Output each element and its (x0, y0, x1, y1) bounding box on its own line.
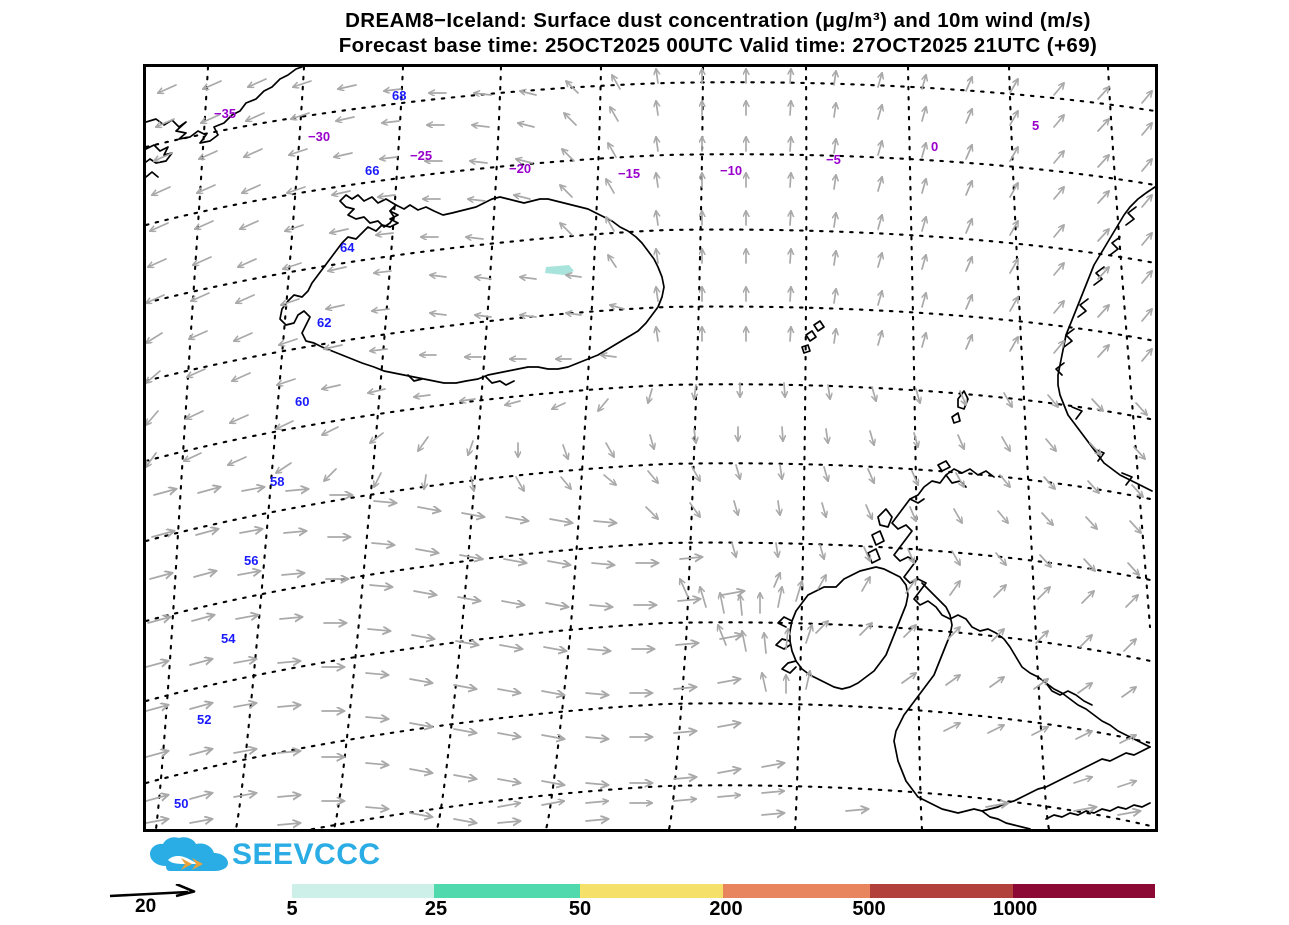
lon-label-minus35: −35 (214, 106, 237, 121)
lat-label-64: 64 (340, 240, 355, 255)
colorbar-tick-500: 500 (852, 898, 886, 920)
chart-title-block: DREAM8−Iceland: Surface dust concentrati… (143, 8, 1289, 58)
colorbar-tick-5: 5 (286, 898, 298, 920)
dust-plume-south-iceland (545, 265, 574, 275)
wind-reference-arrow (109, 884, 196, 898)
lat-label-52: 52 (197, 712, 212, 727)
lat-label-68: 68 (392, 88, 407, 103)
colorbar-tick-50: 50 (568, 898, 592, 920)
colorbar-segment-500[interactable] (870, 884, 1013, 898)
wind-reference-label: 20 (135, 896, 157, 917)
colorbar-tick-25: 25 (424, 898, 448, 920)
arrow-chevron-icon (181, 858, 203, 870)
lon-label-minus10: −10 (720, 163, 743, 178)
lon-label-5: 5 (1032, 118, 1040, 133)
colorbar-tick-200: 200 (709, 898, 743, 920)
lon-label-0: 0 (931, 139, 939, 154)
lat-label-54: 54 (221, 631, 236, 646)
seevccc-logo (150, 837, 228, 871)
graticule-parallels (146, 81, 1155, 829)
colorbar-segment-5[interactable] (292, 884, 434, 898)
lat-label-66: 66 (365, 163, 380, 178)
lon-label-minus5: −5 (826, 152, 841, 167)
dust-concentration-colorbar[interactable] (292, 884, 1155, 898)
colorbar-segment-1000[interactable] (1013, 884, 1155, 898)
lat-label-50: 50 (174, 796, 189, 811)
lat-label-58: 58 (270, 474, 285, 489)
lon-label-minus30: −30 (308, 129, 331, 144)
lat-label-62: 62 (317, 315, 332, 330)
lat-label-60: 60 (295, 394, 310, 409)
map-panel[interactable]: 68 66 64 62 60 58 56 54 52 50 −35 −30 −2… (143, 64, 1158, 832)
lon-label-minus25: −25 (410, 148, 433, 163)
colorbar-segment-50[interactable] (580, 884, 723, 898)
lon-label-minus15: −15 (618, 166, 641, 181)
colorbar-segment-25[interactable] (434, 884, 580, 898)
title-line-1: DREAM8−Iceland: Surface dust concentrati… (345, 9, 1091, 32)
wind-vectors (146, 69, 1152, 825)
colorbar-tick-1000: 1000 (992, 898, 1038, 920)
colorbar-segment-200[interactable] (723, 884, 870, 898)
seevccc-logo-text: SEEVCCC (232, 838, 381, 871)
map-canvas (146, 67, 1155, 829)
lon-label-minus20: −20 (509, 161, 532, 176)
lat-label-56: 56 (244, 553, 259, 568)
title-line-2: Forecast base time: 25OCT2025 00UTC Vali… (338, 34, 1098, 57)
coastlines (146, 67, 1155, 829)
cloud-icon (150, 837, 228, 871)
